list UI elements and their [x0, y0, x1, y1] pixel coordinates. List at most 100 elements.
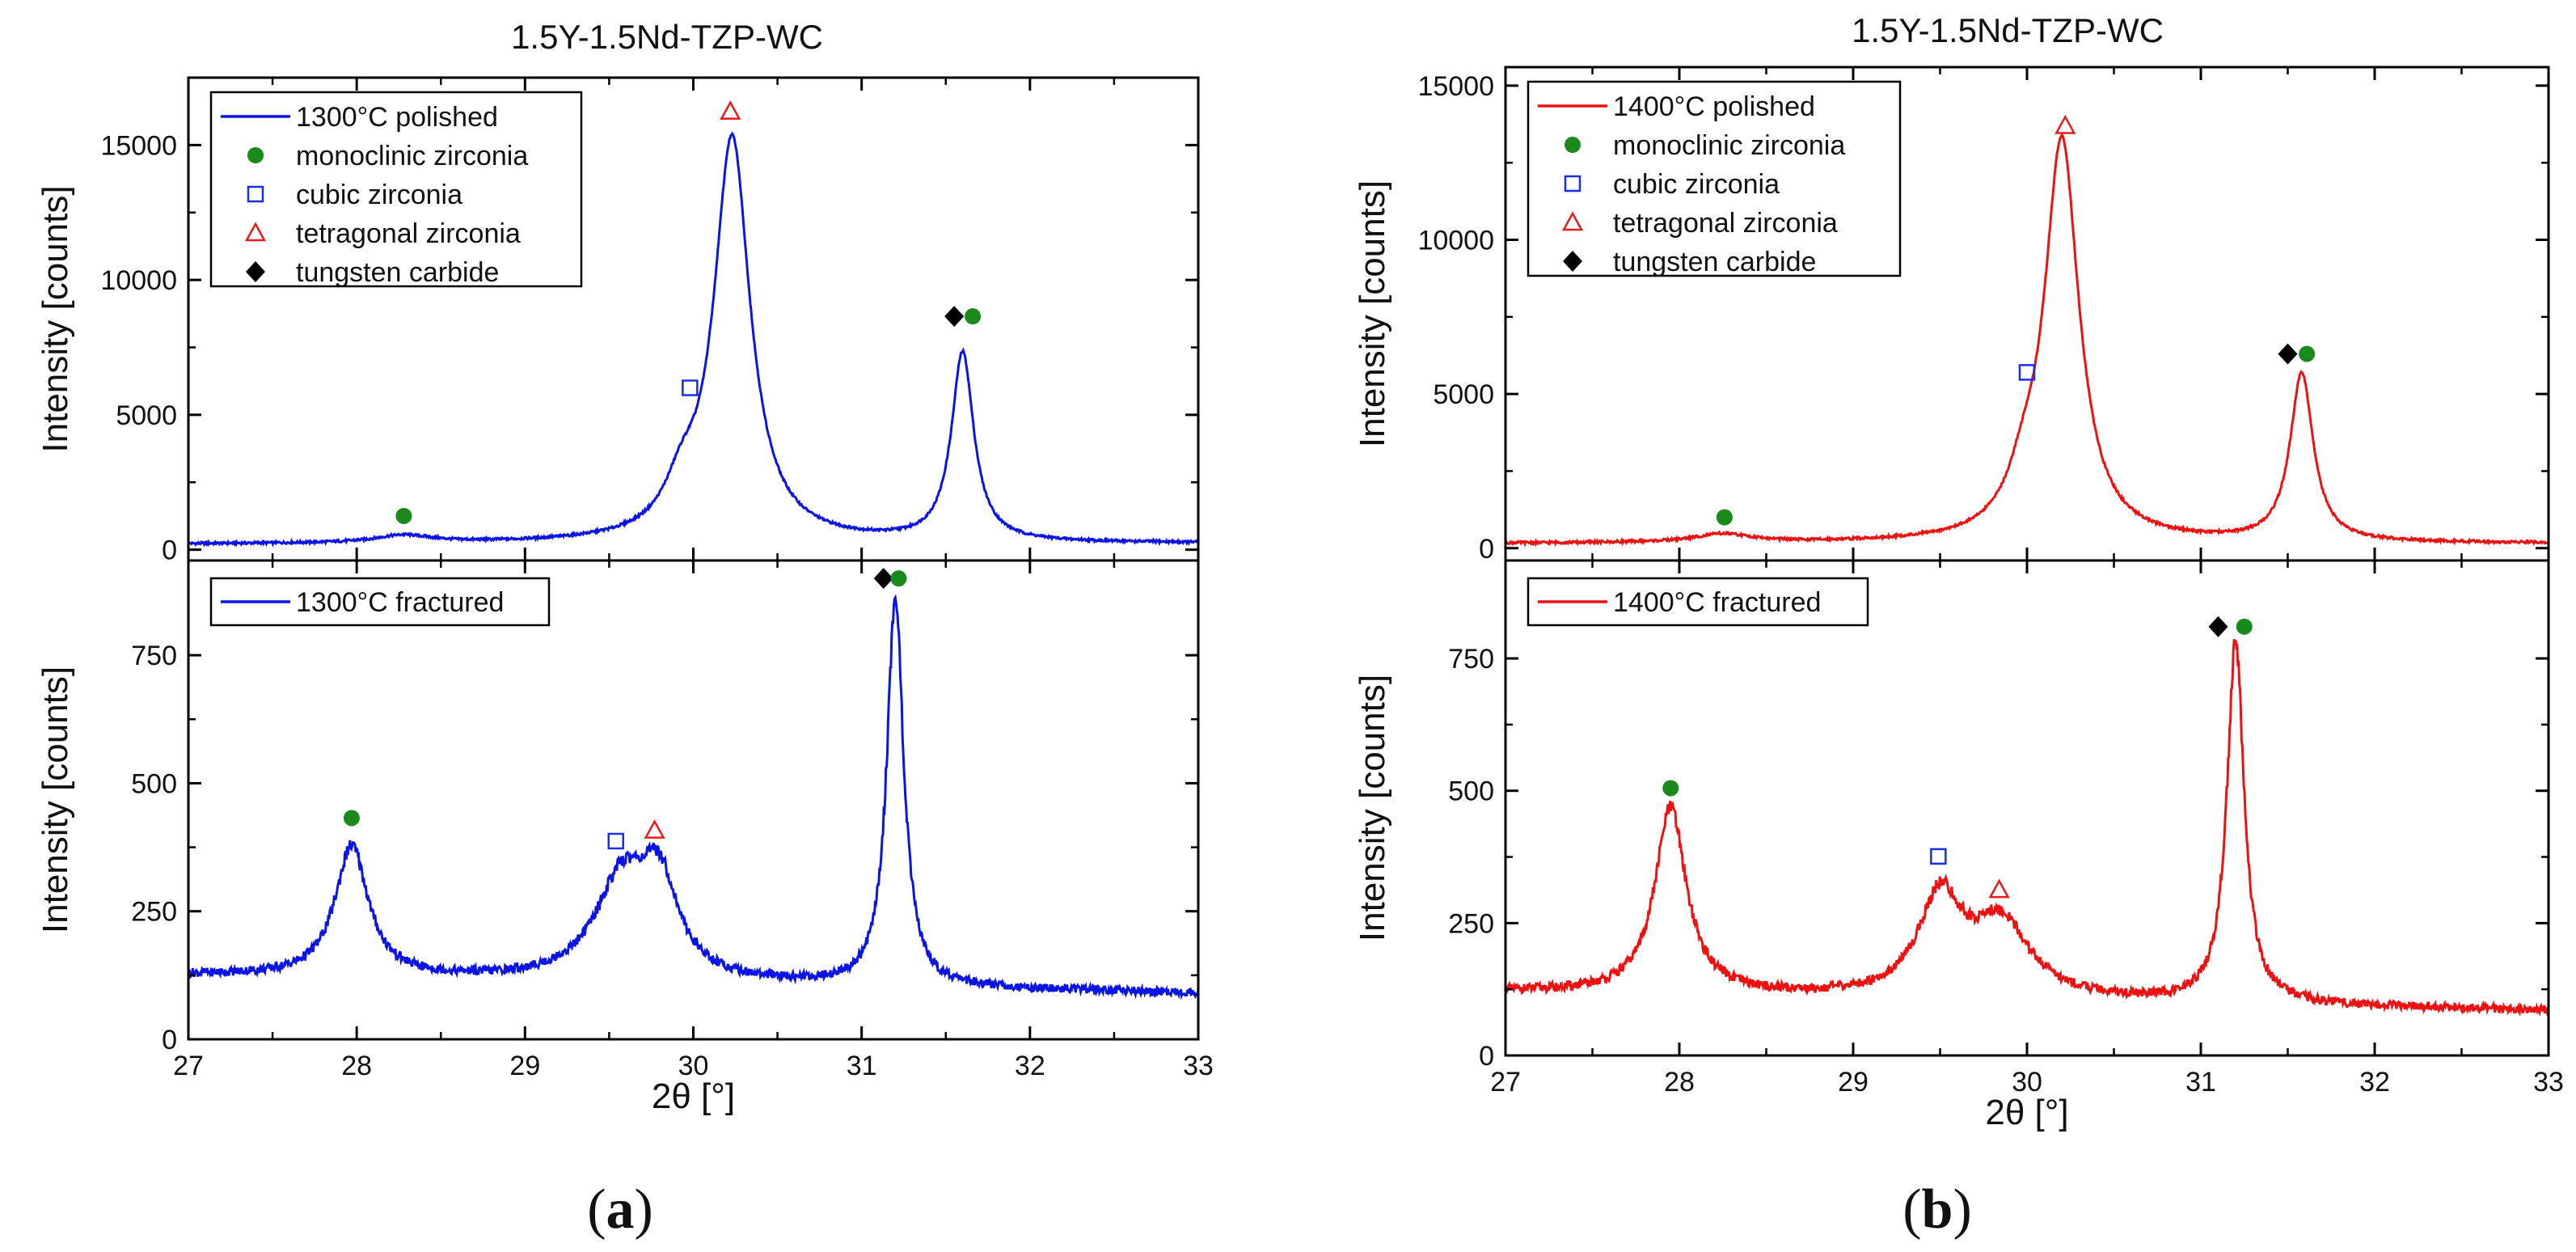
y-tick-label: 10000 — [100, 265, 177, 296]
marker-tetragonal-legend-2 — [1561, 211, 1584, 231]
marker-monoclinic-4 — [890, 570, 907, 587]
x-tick-label: 29 — [509, 1051, 540, 1081]
y-tick-label: 0 — [1479, 534, 1494, 565]
marker-tungsten-legend-3 — [1563, 251, 1582, 272]
legend-series-label: 1400°C fractured — [1613, 587, 1821, 618]
y-axis-label: Intensity [counts] — [36, 185, 75, 452]
x-tick-label: 32 — [2359, 1067, 2390, 1098]
panel-fractured: 0 250 500 750 Intensity [counts] 1400°C fract… — [1353, 559, 2550, 1072]
x-tick-label: 33 — [1183, 1051, 1214, 1081]
panel-fractured: 0 250 500 750 Intensity [counts] 1300°C fract… — [36, 559, 1200, 1055]
marker-monoclinic-0 — [1662, 780, 1679, 797]
caption-letter: a — [606, 1178, 635, 1241]
legend: 1400°C polished monoclinic zirconia cubic … — [1527, 80, 1902, 277]
series-line-fractured — [1505, 639, 2549, 1017]
x-tick-label: 30 — [678, 1051, 709, 1081]
x-tick-label: 29 — [1838, 1067, 1869, 1098]
legend-entry-label: tetragonal zirconia — [1613, 208, 1838, 239]
legend-entry-label: cubic zirconia — [296, 180, 462, 210]
caption-open-paren: ( — [1902, 1178, 1921, 1241]
y-tick-label: 0 — [162, 535, 177, 566]
legend-series-label: 1300°C polished — [296, 102, 498, 133]
marker-monoclinic-legend-0 — [247, 147, 264, 163]
legend-series-label: 1400°C polished — [1613, 91, 1815, 122]
legend-entry-label: cubic zirconia — [1613, 169, 1780, 200]
marker-tungsten-3 — [2278, 343, 2298, 365]
x-tick-label: 31 — [2185, 1067, 2216, 1098]
series-line-polished — [188, 131, 1198, 548]
marker-monoclinic-4 — [2299, 345, 2316, 362]
x-axis-label: 2θ [°] — [1985, 1093, 2068, 1132]
marker-cubic-legend-1 — [1564, 175, 1581, 192]
marker-cubic-1 — [2018, 364, 2036, 381]
y-tick-label: 0 — [1479, 1041, 1494, 1072]
legend: 1400°C fractured — [1527, 577, 1869, 627]
marker-monoclinic-0 — [395, 507, 412, 524]
legend-box — [1527, 80, 1902, 277]
y-tick-label: 5000 — [116, 400, 177, 431]
caption-letter: b — [1922, 1178, 1953, 1241]
legend-series-label: 1300°C fractured — [296, 587, 504, 618]
marker-tetragonal-2 — [644, 819, 665, 839]
y-axis-label: Intensity [counts] — [1353, 180, 1392, 447]
legend-entry-label: tetragonal zirconia — [296, 218, 521, 249]
series-line-fractured — [188, 594, 1198, 1000]
marker-cubic-1 — [682, 379, 699, 396]
legend: 1300°C fractured — [209, 577, 551, 627]
legend-entry-label: monoclinic zirconia — [296, 141, 528, 171]
x-axis-label: 2θ [°] — [652, 1076, 735, 1116]
y-tick-label: 15000 — [100, 130, 177, 161]
marker-tetragonal-legend-2 — [244, 222, 267, 242]
y-tick-label: 250 — [131, 897, 177, 928]
x-tick-label: 28 — [1664, 1067, 1695, 1098]
marker-tungsten-3 — [944, 306, 965, 328]
y-tick-label: 750 — [1448, 644, 1494, 675]
marker-tetragonal-2 — [720, 100, 741, 120]
marker-monoclinic-4 — [965, 308, 982, 325]
y-tick-label: 10000 — [1417, 226, 1494, 256]
marker-monoclinic-4 — [2236, 618, 2253, 635]
y-tick-label: 500 — [131, 768, 177, 799]
legend-entry-label: monoclinic zirconia — [1613, 130, 1845, 161]
marker-monoclinic-0 — [1716, 509, 1733, 526]
y-axis-label: Intensity [counts] — [36, 666, 75, 933]
marker-cubic-1 — [1930, 848, 1947, 865]
chart-a: 1.5Y-1.5Nd-TZP-WC050001000015000Intensit… — [36, 18, 1214, 1241]
marker-tungsten-legend-3 — [246, 261, 265, 282]
marker-monoclinic-0 — [343, 810, 360, 827]
chart-b: 1.5Y-1.5Nd-TZP-WC050001000015000Intensit… — [1353, 11, 2564, 1241]
caption-close-paren: ) — [1953, 1178, 1971, 1241]
y-tick-label: 250 — [1448, 908, 1494, 939]
x-tick-label: 27 — [1490, 1067, 1521, 1098]
marker-tetragonal-2 — [1988, 878, 2010, 899]
panel-caption: (b) — [1902, 1178, 1972, 1241]
marker-tungsten-3 — [2208, 615, 2228, 637]
x-tick-label: 31 — [847, 1051, 877, 1081]
series-line-polished — [1505, 133, 2549, 548]
y-axis-label: Intensity [counts] — [1353, 675, 1392, 941]
caption-close-paren: ) — [635, 1178, 653, 1241]
marker-tetragonal-2 — [2054, 114, 2076, 134]
marker-cubic-legend-1 — [247, 185, 264, 203]
y-tick-label: 5000 — [1433, 379, 1494, 410]
x-tick-label: 30 — [2012, 1067, 2042, 1098]
y-tick-label: 0 — [162, 1025, 177, 1055]
plot-frame — [1504, 559, 2550, 1057]
panel-caption: (a) — [587, 1178, 653, 1241]
x-tick-label: 27 — [173, 1051, 204, 1081]
x-tick-label: 33 — [2533, 1067, 2564, 1098]
caption-open-paren: ( — [587, 1178, 606, 1241]
y-tick-label: 750 — [131, 641, 177, 671]
legend-entry-label: tungsten carbide — [1613, 247, 1816, 277]
legend-box — [209, 91, 583, 288]
plot-frame — [187, 559, 1200, 1041]
panel-polished: 0 5000 10000 15000 Intensity [counts] 1400°C … — [1353, 66, 2550, 565]
legend: 1300°C polished monoclinic zirconia cubic … — [209, 91, 583, 288]
x-tick-label: 32 — [1015, 1051, 1045, 1081]
y-tick-label: 15000 — [1417, 71, 1494, 102]
chart-title: 1.5Y-1.5Nd-TZP-WC — [511, 18, 823, 56]
marker-cubic-1 — [607, 832, 624, 850]
legend-entry-label: tungsten carbide — [296, 257, 499, 288]
marker-tungsten-3 — [873, 568, 893, 590]
